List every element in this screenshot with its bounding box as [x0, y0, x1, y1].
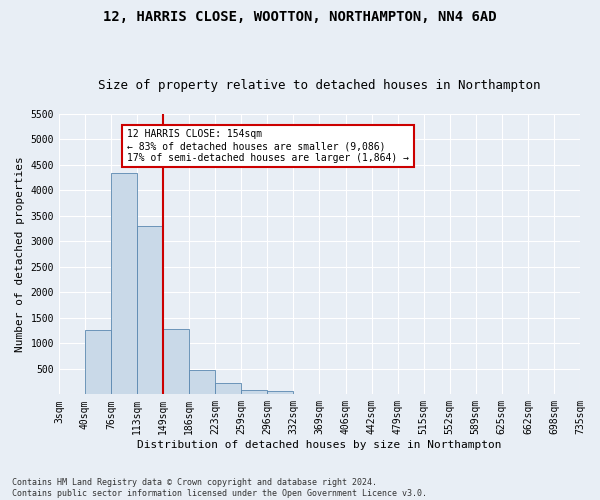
Text: 12, HARRIS CLOSE, WOOTTON, NORTHAMPTON, NN4 6AD: 12, HARRIS CLOSE, WOOTTON, NORTHAMPTON, …	[103, 10, 497, 24]
Bar	[189, 370, 215, 394]
Bar	[85, 330, 111, 394]
Bar	[111, 173, 137, 394]
Bar	[137, 226, 163, 394]
Y-axis label: Number of detached properties: Number of detached properties	[15, 156, 25, 352]
X-axis label: Distribution of detached houses by size in Northampton: Distribution of detached houses by size …	[137, 440, 502, 450]
Text: Contains HM Land Registry data © Crown copyright and database right 2024.
Contai: Contains HM Land Registry data © Crown c…	[12, 478, 427, 498]
Title: Size of property relative to detached houses in Northampton: Size of property relative to detached ho…	[98, 79, 541, 92]
Bar	[241, 390, 268, 394]
Bar	[163, 328, 189, 394]
Text: 12 HARRIS CLOSE: 154sqm
← 83% of detached houses are smaller (9,086)
17% of semi: 12 HARRIS CLOSE: 154sqm ← 83% of detache…	[127, 130, 409, 162]
Bar	[268, 392, 293, 394]
Bar	[215, 384, 241, 394]
